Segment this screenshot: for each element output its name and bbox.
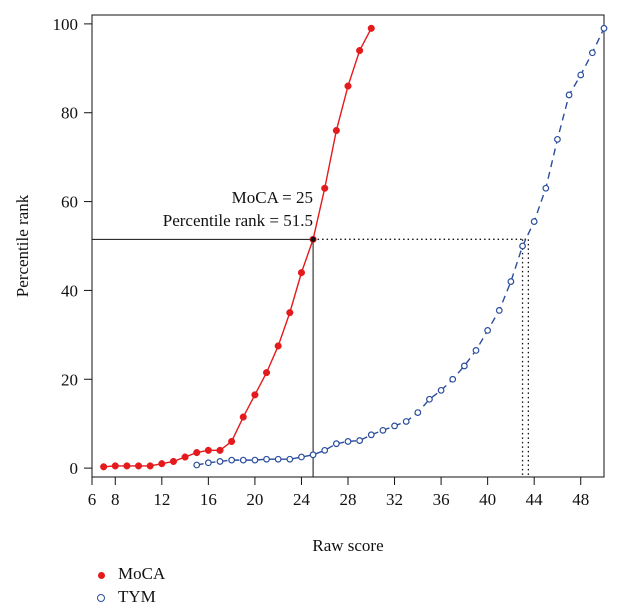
annotation-point bbox=[310, 236, 316, 242]
data-point-tym bbox=[414, 409, 422, 416]
legend-label-tym: TYM bbox=[118, 587, 156, 606]
data-point-tym bbox=[519, 242, 526, 250]
x-tick-label: 28 bbox=[340, 490, 357, 509]
x-tick-label: 44 bbox=[526, 490, 544, 509]
data-point-tym bbox=[356, 437, 364, 444]
data-point-tym bbox=[495, 307, 503, 314]
x-tick-label: 6 bbox=[88, 490, 97, 509]
data-point-tym bbox=[577, 71, 585, 79]
annotation-line-1: MoCA = 25 bbox=[232, 188, 313, 207]
legend-marker-moca bbox=[92, 564, 110, 584]
data-point-moca bbox=[321, 184, 329, 192]
data-point-tym bbox=[426, 395, 433, 403]
data-point-moca bbox=[332, 126, 340, 135]
x-tick-label: 32 bbox=[386, 490, 403, 509]
data-point-tym bbox=[600, 24, 608, 32]
y-tick-label: 40 bbox=[61, 281, 78, 300]
data-point-tym bbox=[588, 49, 596, 57]
series-line-tym bbox=[196, 28, 605, 466]
data-point-tym bbox=[263, 455, 270, 463]
data-point-moca bbox=[146, 462, 154, 470]
x-tick-label: 12 bbox=[153, 490, 170, 509]
data-point-tym bbox=[216, 458, 224, 465]
data-point-tym bbox=[332, 440, 340, 448]
data-point-moca bbox=[239, 413, 247, 421]
guide-lines bbox=[92, 238, 530, 477]
x-tick-label: 8 bbox=[111, 490, 120, 509]
data-point-tym bbox=[542, 184, 550, 192]
data-point-tym bbox=[460, 362, 468, 370]
data-point-moca bbox=[100, 463, 108, 471]
x-axis-label: Raw score bbox=[312, 536, 383, 555]
data-point-tym bbox=[449, 375, 457, 383]
data-point-tym bbox=[565, 91, 573, 99]
data-point-tym bbox=[344, 438, 352, 445]
x-tick-label: 20 bbox=[246, 490, 263, 509]
data-point-moca bbox=[158, 460, 166, 468]
data-point-moca bbox=[356, 46, 364, 55]
data-point-tym bbox=[309, 451, 317, 459]
data-point-moca bbox=[251, 391, 259, 399]
legend-item-tym: TYM bbox=[92, 587, 156, 607]
data-point-tym bbox=[239, 456, 247, 464]
data-point-tym bbox=[379, 426, 387, 434]
x-tick-label: 48 bbox=[572, 490, 589, 509]
x-tick-label: 16 bbox=[200, 490, 217, 509]
data-point-tym bbox=[507, 278, 515, 285]
legend-item-moca: MoCA bbox=[92, 564, 165, 584]
x-tick-label: 40 bbox=[479, 490, 496, 509]
chart: 0 20 40 60 80 100 6 8 12 16 20 24 28 32 36 40 44 48 MoCA… bbox=[13, 14, 608, 555]
data-point-tym bbox=[367, 431, 375, 439]
data-point-tym bbox=[437, 386, 445, 394]
y-axis-label: Percentile rank bbox=[13, 194, 32, 297]
data-point-moca bbox=[263, 369, 271, 377]
data-point-moca bbox=[228, 437, 236, 446]
data-point-tym bbox=[472, 346, 480, 354]
series-lines bbox=[103, 28, 605, 468]
data-point-tym bbox=[286, 455, 294, 463]
data-point-tym bbox=[298, 453, 305, 461]
y-tick-label: 100 bbox=[53, 15, 79, 34]
x-tick-label: 24 bbox=[293, 490, 311, 509]
y-tick-label: 60 bbox=[61, 193, 78, 212]
data-point-moca bbox=[111, 462, 119, 470]
data-point-tym bbox=[274, 455, 282, 463]
data-point-tym bbox=[251, 456, 259, 464]
data-point-tym bbox=[554, 135, 561, 143]
legend-marker-tym bbox=[92, 587, 110, 607]
data-point-moca bbox=[274, 342, 282, 350]
y-tick-label: 0 bbox=[70, 459, 79, 478]
data-point-tym bbox=[530, 218, 538, 225]
data-point-moca bbox=[344, 82, 352, 90]
x-tick-label: 36 bbox=[433, 490, 450, 509]
y-tick-label: 80 bbox=[61, 104, 78, 123]
x-axis: 6 8 12 16 20 24 28 32 36 40 44 48 bbox=[88, 477, 589, 509]
y-axis: 0 20 40 60 80 100 bbox=[53, 15, 92, 478]
legend-label-moca: MoCA bbox=[118, 564, 166, 583]
series-points bbox=[100, 24, 608, 471]
data-point-moca bbox=[169, 457, 177, 466]
data-point-tym bbox=[193, 461, 201, 469]
series-line-moca bbox=[103, 28, 372, 468]
data-point-moca bbox=[216, 446, 224, 454]
data-point-moca bbox=[123, 462, 131, 470]
data-point-moca bbox=[367, 24, 375, 32]
annotation-line-2: Percentile rank = 51.5 bbox=[163, 211, 313, 230]
data-point-tym bbox=[204, 459, 212, 467]
y-tick-label: 20 bbox=[61, 370, 78, 389]
data-point-moca bbox=[181, 453, 189, 461]
data-point-moca bbox=[135, 462, 143, 470]
data-point-moca bbox=[193, 449, 201, 457]
data-point-moca bbox=[204, 446, 212, 454]
data-point-tym bbox=[321, 446, 329, 454]
data-point-tym bbox=[484, 327, 492, 334]
data-point-moca bbox=[286, 309, 294, 317]
data-point-tym bbox=[402, 418, 410, 425]
data-point-tym bbox=[228, 456, 236, 464]
data-point-tym bbox=[391, 422, 398, 430]
data-point-moca bbox=[297, 269, 306, 277]
